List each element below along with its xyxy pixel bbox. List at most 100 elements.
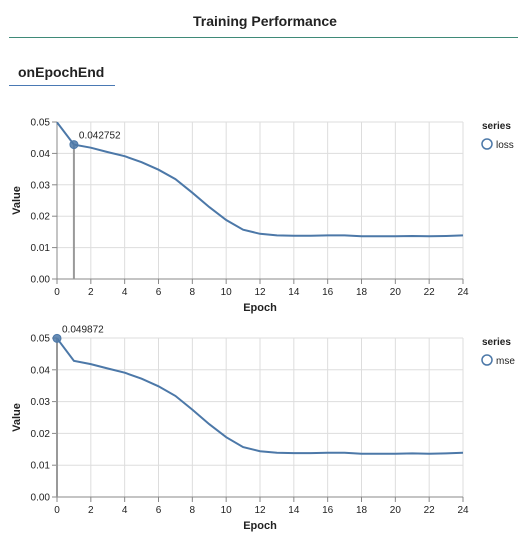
x-tick-label: 18	[356, 505, 368, 516]
y-axis-title: Value	[11, 403, 23, 432]
data-point[interactable]	[408, 449, 416, 457]
y-tick-label: 0.01	[31, 243, 51, 254]
series-line-loss[interactable]	[56, 121, 464, 238]
x-tick-label: 0	[54, 505, 60, 516]
data-point[interactable]	[104, 148, 112, 156]
page-title: Training Performance	[193, 13, 337, 29]
data-point[interactable]	[70, 357, 78, 365]
series-line-mse[interactable]	[56, 337, 464, 455]
y-tick-label: 0.04	[31, 365, 51, 376]
hover-value-label: 0.042752	[79, 131, 121, 142]
data-point[interactable]	[391, 232, 399, 240]
data-point[interactable]	[222, 216, 230, 224]
data-point[interactable]	[205, 420, 213, 428]
data-point[interactable]	[138, 158, 146, 166]
legend-title: series	[482, 121, 511, 132]
data-point[interactable]	[171, 175, 179, 183]
data-point[interactable]	[442, 449, 450, 457]
data-point[interactable]	[256, 447, 264, 455]
x-tick-label: 20	[390, 287, 402, 298]
x-tick-label: 6	[156, 505, 162, 516]
x-tick-label: 10	[221, 505, 233, 516]
data-point[interactable]	[324, 231, 332, 239]
data-point[interactable]	[341, 449, 349, 457]
legend-title: series	[482, 337, 511, 348]
x-tick-label: 14	[288, 505, 300, 516]
y-tick-label: 0.02	[31, 212, 51, 223]
data-point[interactable]	[459, 449, 467, 457]
legend-label-loss[interactable]: loss	[496, 140, 514, 151]
data-point[interactable]	[121, 369, 129, 377]
x-tick-label: 24	[457, 505, 469, 516]
data-point[interactable]	[155, 382, 163, 390]
data-point[interactable]	[307, 232, 315, 240]
data-point[interactable]	[290, 232, 298, 240]
legend-symbol[interactable]	[481, 354, 493, 366]
x-tick-label: 8	[190, 505, 196, 516]
x-tick-label: 22	[424, 505, 436, 516]
y-tick-label: 0.01	[31, 461, 51, 472]
x-tick-label: 18	[356, 287, 368, 298]
hover-value-label: 0.049872	[62, 324, 104, 335]
data-point[interactable]	[290, 449, 298, 457]
x-axis-title: Epoch	[243, 302, 277, 314]
data-point[interactable]	[222, 433, 230, 441]
title-divider	[9, 37, 518, 38]
data-point[interactable]	[374, 450, 382, 458]
data-point[interactable]	[408, 232, 416, 240]
data-point[interactable]	[273, 231, 281, 239]
data-point[interactable]	[87, 144, 95, 152]
data-point[interactable]	[239, 443, 247, 451]
legend-symbol[interactable]	[481, 138, 493, 150]
data-point[interactable]	[442, 232, 450, 240]
data-point[interactable]	[459, 231, 467, 239]
data-point[interactable]	[239, 226, 247, 234]
x-tick-label: 4	[122, 287, 128, 298]
data-point[interactable]	[138, 375, 146, 383]
tab-on-epoch-end[interactable]: onEpochEnd	[18, 64, 105, 80]
x-tick-label: 6	[156, 287, 162, 298]
data-point[interactable]	[341, 231, 349, 239]
y-tick-label: 0.00	[31, 493, 51, 504]
y-tick-label: 0.00	[31, 275, 51, 286]
hover-point[interactable]	[52, 333, 62, 343]
data-point[interactable]	[256, 230, 264, 238]
data-point[interactable]	[391, 450, 399, 458]
data-point[interactable]	[188, 189, 196, 197]
data-point[interactable]	[324, 449, 332, 457]
x-tick-label: 12	[254, 287, 266, 298]
data-point[interactable]	[121, 152, 129, 160]
data-point[interactable]	[425, 232, 433, 240]
y-tick-label: 0.02	[31, 429, 51, 440]
data-point[interactable]	[205, 203, 213, 211]
data-point[interactable]	[358, 450, 366, 458]
legend-label-mse[interactable]: mse	[496, 356, 515, 367]
data-point[interactable]	[425, 450, 433, 458]
y-tick-label: 0.05	[31, 118, 51, 129]
x-tick-label: 24	[457, 287, 469, 298]
hover-point[interactable]	[69, 140, 79, 150]
x-tick-label: 16	[322, 287, 334, 298]
x-tick-label: 2	[88, 287, 94, 298]
data-point[interactable]	[171, 392, 179, 400]
tab-active-underline	[9, 85, 115, 86]
data-point[interactable]	[188, 406, 196, 414]
mse-chart[interactable]: 0.000.010.020.030.040.050 2 4 6 8 10 12 14 16 18 2…	[0, 320, 530, 532]
data-point[interactable]	[307, 449, 315, 457]
data-point[interactable]	[273, 449, 281, 457]
x-tick-label: 2	[88, 505, 94, 516]
data-point[interactable]	[358, 232, 366, 240]
data-point[interactable]	[53, 118, 61, 126]
x-tick-label: 20	[390, 505, 402, 516]
y-axis-title: Value	[11, 186, 23, 215]
x-tick-label: 12	[254, 505, 266, 516]
data-point[interactable]	[374, 232, 382, 240]
x-tick-label: 14	[288, 287, 300, 298]
data-point[interactable]	[104, 365, 112, 373]
x-tick-label: 22	[424, 287, 436, 298]
x-axis-title: Epoch	[243, 520, 277, 532]
data-point[interactable]	[155, 166, 163, 174]
data-point[interactable]	[87, 360, 95, 368]
y-tick-label: 0.04	[31, 149, 51, 160]
loss-chart[interactable]: 0.000.010.020.030.040.050 2 4 6 8 10 12 14 16 18 2…	[0, 110, 530, 322]
